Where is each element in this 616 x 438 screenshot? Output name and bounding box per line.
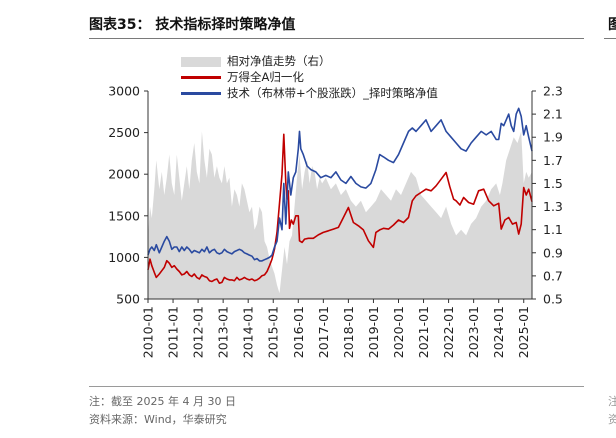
legend-swatch-area [181,57,221,67]
x-tick-label: 2020-01 [391,306,406,358]
x-tick-label: 2015-01 [266,306,281,358]
footer-divider [89,386,584,387]
x-tick-label: 2023-01 [466,306,481,358]
y-right-tick-label: 0.5 [543,292,563,307]
x-tick-label: 2024-01 [491,306,506,358]
y-left-tick-label: 500 [116,292,140,307]
plot-area [147,107,533,299]
y-left-tick-label: 1000 [108,250,140,265]
y-right-tick-label: 2.1 [543,107,563,122]
y-left-tick-label: 2500 [108,125,140,140]
x-tick-label: 2019-01 [366,306,381,358]
legend-label-strategy: 技术（布林带+个股涨跌）_择时策略净值 [227,86,438,100]
series-strategy-line [147,107,533,262]
title-divider [89,38,584,39]
source-note: 资料来源：Wind，华泰研究 [89,413,227,426]
x-tick-label: 2017-01 [316,306,331,358]
legend-label-relative: 相对净值走势（右） [227,54,331,68]
y-left-tick-label: 2000 [108,167,140,182]
x-tick-label: 2025-01 [516,306,531,358]
legend-swatch-blue-line [181,92,221,95]
next-figure-divider [604,38,616,39]
series-relative-nav-area [148,131,532,299]
x-tick-label: 2010-01 [141,306,156,358]
axes: 3000 2500 2000 1500 1000 500 2.3 2.1 1.9 1.7 1.5 1.… [108,84,563,359]
series-wind-index-line [147,133,533,285]
next-footnote-fragment: 注 [608,395,616,408]
y-right-tick-label: 1.3 [543,199,563,214]
x-tick-label: 2021-01 [416,306,431,358]
x-tick-label: 2011-01 [166,306,181,358]
y-right-tick-label: 2.3 [543,84,563,99]
y-right-tick-label: 0.9 [543,245,563,260]
next-source-fragment: 资 [608,413,616,426]
footnote: 注：截至 2025 年 4 月 30 日 [89,395,236,408]
y-right-tick-label: 1.1 [543,222,563,237]
x-tick-label: 2018-01 [341,306,356,358]
x-tick-label: 2014-01 [241,306,256,358]
x-tick-label: 2013-01 [216,306,231,358]
y-right-tick-label: 1.7 [543,153,563,168]
y-left-tick-label: 1500 [108,208,140,223]
legend-label-wind: 万得全A归一化 [227,70,304,84]
x-tick-label: 2022-01 [441,306,456,358]
y-right-tick-label: 1.5 [543,176,563,191]
y-left-tick-label: 3000 [108,84,140,99]
figure-title: 图表35： 技术指标择时策略净值 [89,17,296,33]
y-right-tick-label: 1.9 [543,130,563,145]
legend-swatch-red-line [181,76,221,79]
y-right-tick-label: 0.7 [543,268,563,283]
x-tick-label: 2016-01 [291,306,306,358]
x-tick-label: 2012-01 [191,306,206,358]
next-figure-title-fragment: 图 [608,17,616,33]
